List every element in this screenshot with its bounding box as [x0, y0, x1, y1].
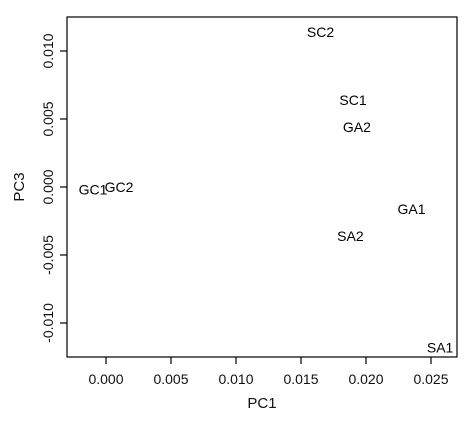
y-tick-label: 0.010: [40, 33, 56, 68]
point-label-sa1: SA1: [427, 339, 454, 355]
point-label-ga1: GA1: [397, 201, 425, 217]
y-tick-label: -0.010: [40, 303, 56, 343]
x-tick-label: 0.010: [218, 371, 253, 387]
y-tick-label: 0.000: [40, 169, 56, 204]
point-label-gc2: GC2: [105, 179, 134, 195]
x-tick-label: 0.025: [413, 371, 448, 387]
point-label-sc2: SC2: [307, 24, 334, 40]
y-tick-label: -0.005: [40, 235, 56, 275]
y-tick-label: 0.005: [40, 101, 56, 136]
x-axis-title: PC1: [247, 395, 276, 412]
point-label-sc1: SC1: [339, 92, 366, 108]
x-tick-label: 0.020: [348, 371, 383, 387]
y-axis-title: PC3: [11, 172, 28, 201]
point-label-sa2: SA2: [337, 228, 364, 244]
x-tick-label: 0.015: [283, 371, 318, 387]
x-tick-label: 0.005: [153, 371, 188, 387]
point-label-ga2: GA2: [343, 119, 371, 135]
y-axis: -0.010 -0.005 0.000 0.005 0.010: [40, 33, 67, 343]
x-tick-label: 0.000: [88, 371, 123, 387]
x-axis: 0.000 0.005 0.010 0.015 0.020 0.025: [88, 357, 449, 387]
point-label-gc1: GC1: [79, 182, 108, 198]
